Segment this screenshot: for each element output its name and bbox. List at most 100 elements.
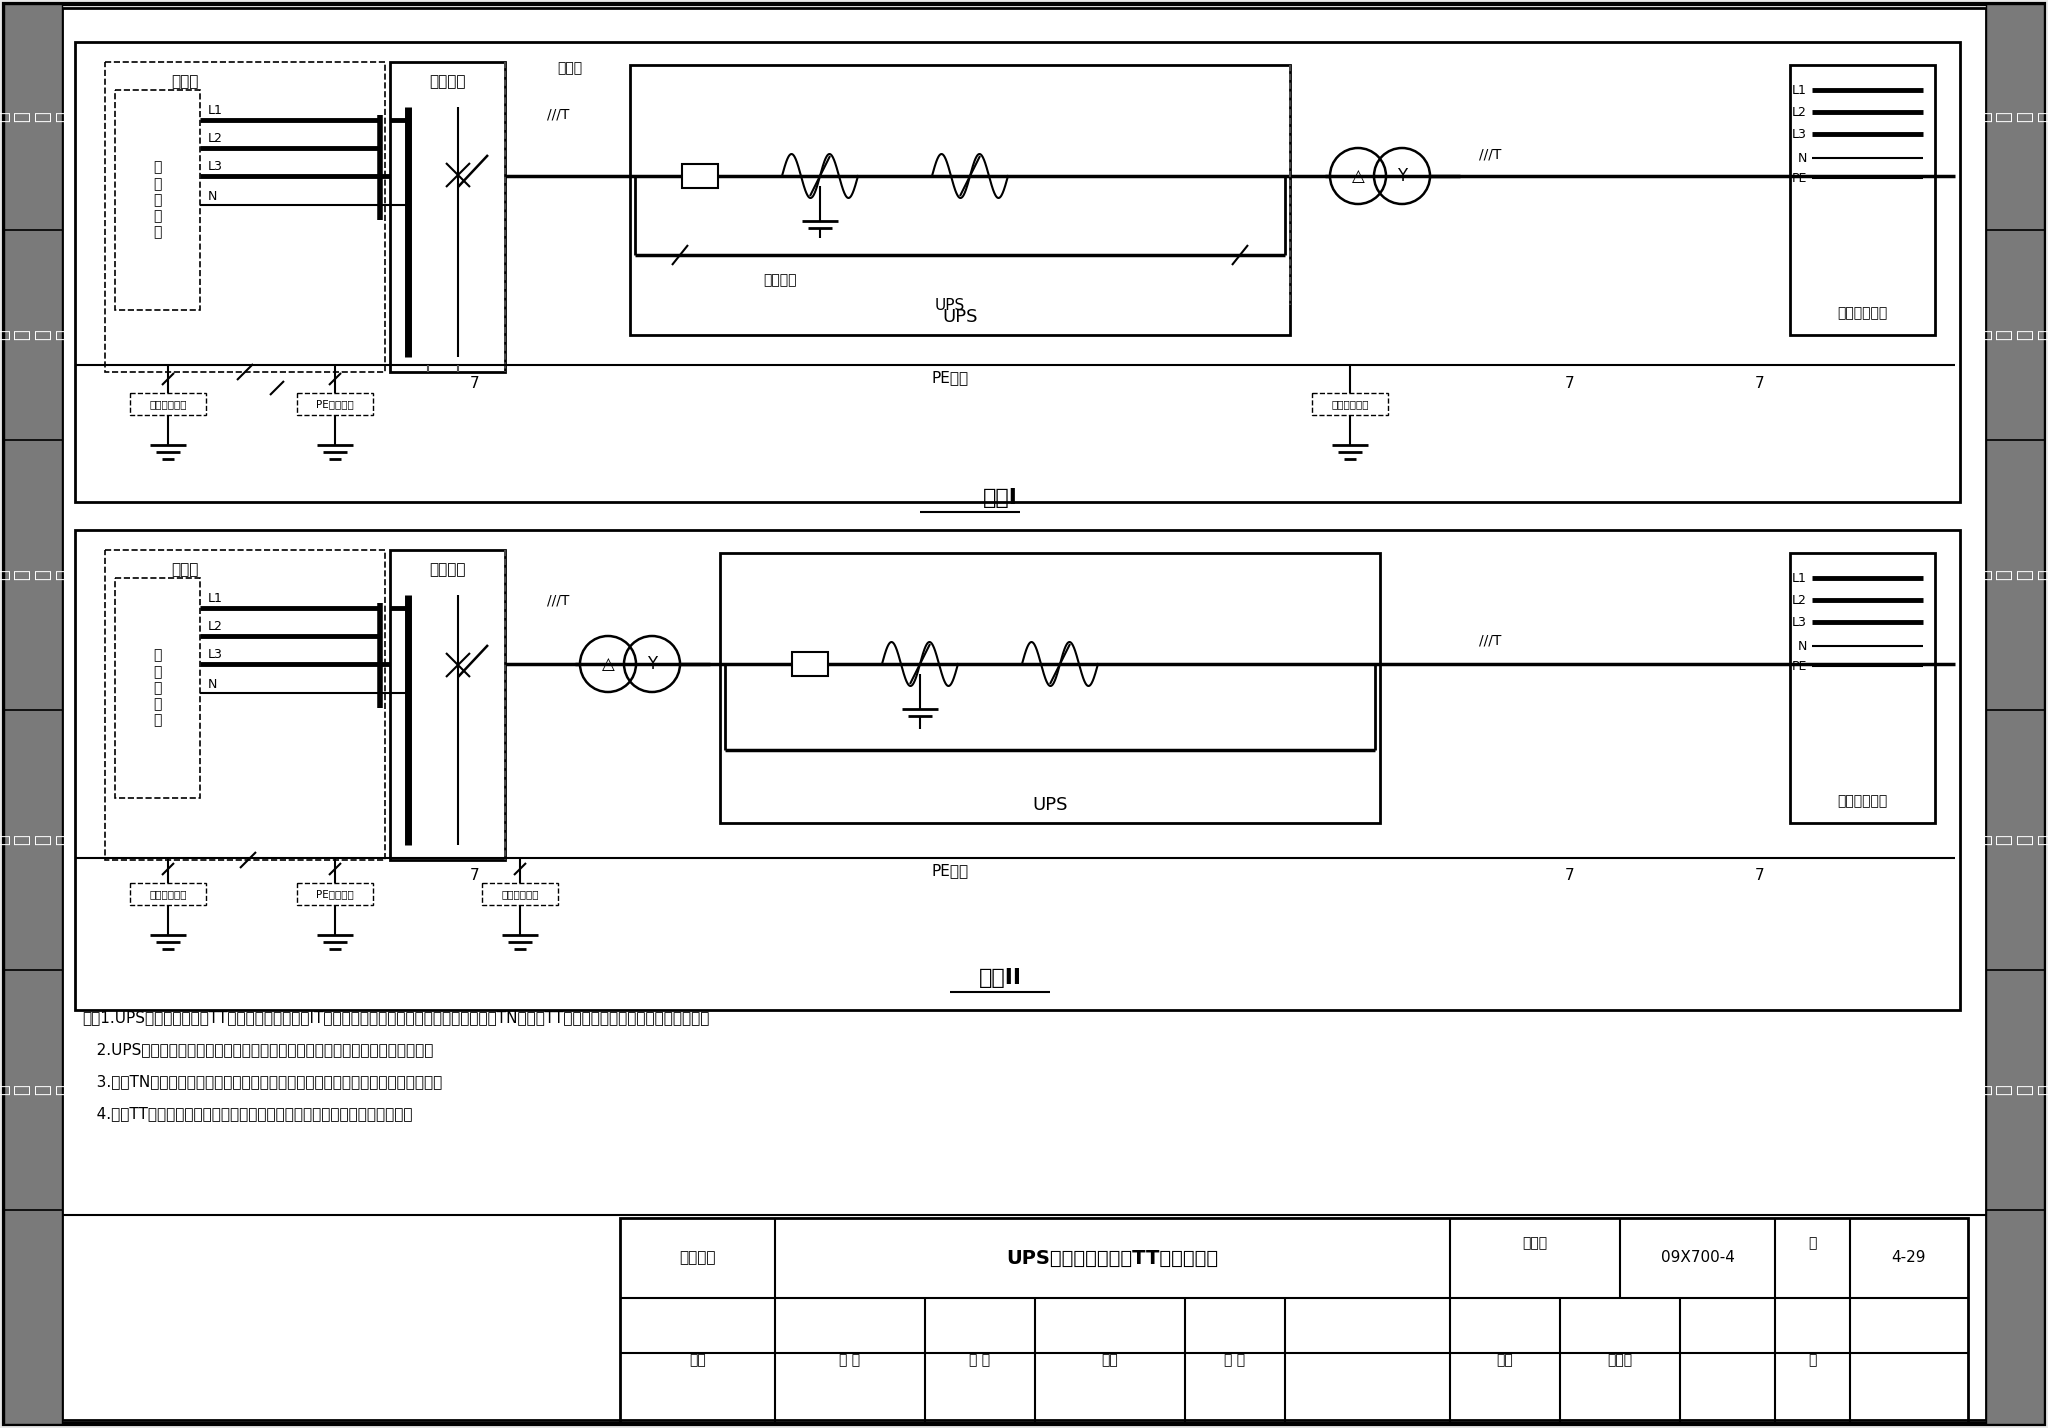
Text: 图集号: 图集号 (1522, 1237, 1548, 1250)
Text: 7: 7 (1755, 376, 1765, 390)
Text: 供
电
电
源: 供 电 电 源 (0, 330, 74, 340)
Text: UPS: UPS (934, 297, 965, 313)
Text: Y: Y (647, 655, 657, 673)
Text: 李道本: 李道本 (1608, 1354, 1632, 1368)
Text: 缆
线
敷
设: 缆 线 敷 设 (0, 570, 74, 580)
Bar (389, 550, 506, 860)
Text: 页: 页 (1808, 1354, 1817, 1368)
Text: UPS: UPS (942, 308, 977, 326)
Text: PE: PE (1792, 660, 1806, 673)
Text: 供
电
电
源: 供 电 电 源 (1974, 330, 2048, 340)
Bar (1790, 66, 1935, 336)
Text: 丁 杰: 丁 杰 (840, 1354, 860, 1368)
Text: 电源接地端子: 电源接地端子 (1331, 398, 1368, 408)
Text: 配
电
变
压
器: 配 电 变 压 器 (154, 648, 162, 727)
Text: 孙 兰: 孙 兰 (1225, 1354, 1245, 1368)
Bar (721, 553, 1380, 823)
Text: 3.输出TN系统其逆变变压器输出中性线与共用接地网连接，和保护共用接地系统。: 3.输出TN系统其逆变变压器输出中性线与共用接地网连接，和保护共用接地系统。 (82, 1074, 442, 1090)
Text: L3: L3 (1792, 127, 1806, 140)
Text: 旁路电源: 旁路电源 (764, 273, 797, 287)
Text: ///T: ///T (1479, 633, 1501, 647)
Text: 缆
线
敷
设: 缆 线 敷 设 (1974, 570, 2048, 580)
Text: L1: L1 (209, 593, 223, 605)
Text: PE干线: PE干线 (932, 864, 969, 878)
Bar (1987, 4, 2044, 1424)
Bar (793, 653, 827, 675)
Text: 配电箱（柜）: 配电箱（柜） (1837, 306, 1888, 320)
Text: L1: L1 (1792, 83, 1806, 97)
Text: Y: Y (1397, 167, 1407, 186)
Text: PE接地端子: PE接地端子 (315, 398, 354, 408)
Bar (115, 578, 201, 798)
Text: N: N (1798, 640, 1806, 653)
Bar (481, 883, 557, 905)
Text: 7: 7 (471, 376, 479, 390)
Text: 4-29: 4-29 (1892, 1251, 1927, 1265)
Bar (297, 393, 373, 416)
Text: 校对: 校对 (1102, 1354, 1118, 1368)
Text: 配
电
变
压
器: 配 电 变 压 器 (154, 160, 162, 240)
Text: 机
房
工
程: 机 房 工 程 (0, 111, 74, 123)
Text: 机
房
工
程: 机 房 工 程 (1974, 111, 2048, 123)
Text: 配电装置: 配电装置 (430, 563, 465, 577)
Text: 配电箱（柜）: 配电箱（柜） (1837, 794, 1888, 808)
Text: 设
备
安
装: 设 备 安 装 (1974, 834, 2048, 845)
Text: 7: 7 (1755, 868, 1765, 884)
Text: 防
雷
接
地: 防 雷 接 地 (1974, 1085, 2048, 1095)
Text: N: N (209, 190, 217, 203)
Text: 电源接地端子: 电源接地端子 (502, 890, 539, 900)
Text: 2.UPS输出电源采用相线和保护线是为了方便线路间接接触防护接地阻抗计算。: 2.UPS输出电源采用相线和保护线是为了方便线路间接接触防护接地阻抗计算。 (82, 1042, 434, 1057)
Bar (682, 164, 719, 188)
Text: PE: PE (1792, 171, 1806, 184)
Text: 页: 页 (1808, 1237, 1817, 1250)
Text: N: N (209, 677, 217, 691)
Text: 变电所: 变电所 (172, 563, 199, 577)
Text: 设计: 设计 (1497, 1354, 1513, 1368)
Text: 方案II: 方案II (979, 968, 1022, 988)
Text: ///T: ///T (547, 593, 569, 607)
Text: L3: L3 (209, 160, 223, 173)
Text: L2: L2 (209, 133, 223, 146)
Text: UPS: UPS (1032, 795, 1067, 814)
Bar (76, 41, 1960, 503)
Bar (389, 61, 506, 373)
Bar (4, 4, 61, 1424)
Bar (104, 550, 385, 860)
Text: L3: L3 (1792, 615, 1806, 628)
Bar (76, 530, 1960, 1010)
Text: 设
备
安
装: 设 备 安 装 (0, 834, 74, 845)
Text: 变电所: 变电所 (172, 74, 199, 90)
Text: 电源接地端子: 电源接地端子 (150, 890, 186, 900)
Text: 方案I: 方案I (983, 488, 1018, 508)
Bar (1790, 553, 1935, 823)
Text: PE干线: PE干线 (932, 370, 969, 386)
Text: 7: 7 (1565, 868, 1575, 884)
Bar (129, 883, 207, 905)
Text: ///T: ///T (1479, 149, 1501, 161)
Text: 防
雷
接
地: 防 雷 接 地 (0, 1085, 74, 1095)
Text: 主电源: 主电源 (557, 61, 582, 76)
Text: 4.输出TT系统其逆变变压器输出中性线单独设接地装置接地与保护地分开。: 4.输出TT系统其逆变变压器输出中性线单独设接地装置接地与保护地分开。 (82, 1107, 412, 1121)
Bar (621, 1218, 1968, 1422)
Text: N: N (1798, 151, 1806, 164)
Text: L1: L1 (1792, 571, 1806, 584)
Text: L2: L2 (1792, 106, 1806, 119)
Text: L3: L3 (209, 648, 223, 661)
Bar (631, 66, 1290, 336)
Text: 09X700-4: 09X700-4 (1661, 1251, 1735, 1265)
Text: L1: L1 (209, 104, 223, 117)
Text: ///T: ///T (547, 109, 569, 121)
Bar (297, 883, 373, 905)
Text: △: △ (602, 655, 614, 673)
Text: PE接地端子: PE接地端子 (315, 890, 354, 900)
Text: 电源接地端子: 电源接地端子 (150, 398, 186, 408)
Text: 供电电源: 供电电源 (680, 1251, 715, 1265)
Text: UPS输出接地型式为TT系统的做法: UPS输出接地型式为TT系统的做法 (1006, 1248, 1219, 1268)
Bar (1313, 393, 1389, 416)
Bar (115, 90, 201, 310)
Text: 配电装置: 配电装置 (430, 74, 465, 90)
Text: 7: 7 (471, 868, 479, 884)
Text: 审核: 审核 (688, 1354, 707, 1368)
Text: L2: L2 (1792, 594, 1806, 607)
Bar (129, 393, 207, 416)
